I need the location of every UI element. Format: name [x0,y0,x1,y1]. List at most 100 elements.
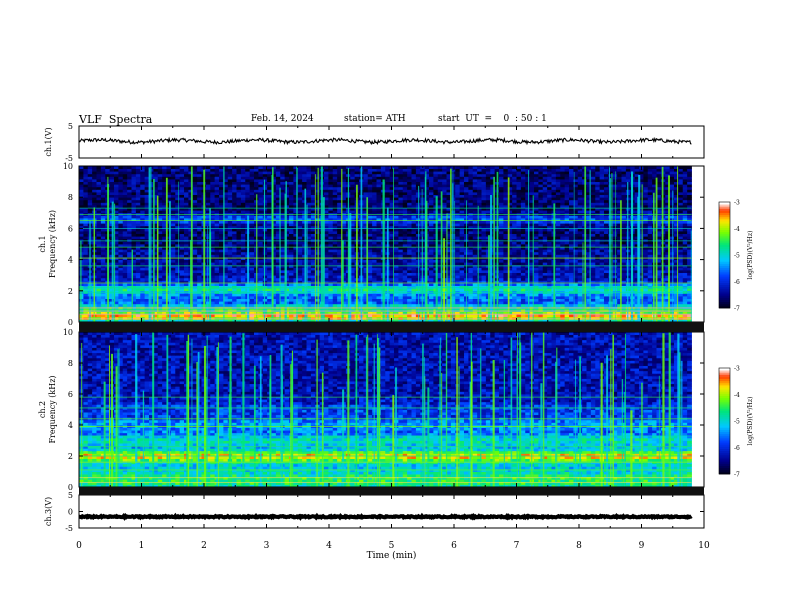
ch1-spec-cell [481,277,487,281]
ch1-spec-cell [674,277,679,281]
ch1-spec-cell [175,264,181,268]
ch1-spec-cell [372,241,377,245]
ch1-spec-cell [223,267,229,271]
ch1-spec-cell [455,283,461,286]
ch1-spec-cell [512,275,517,279]
ch1-spec-cell [639,241,644,245]
ch1-spec-cell [398,246,404,250]
ch1-spec-cell [236,251,242,255]
ch1-spec-cell [507,314,513,318]
ch1-spec-cell [363,280,369,284]
ch1-spec-cell [490,301,496,305]
ch1-spec-cell [564,309,570,312]
ch1-spec-cell [205,244,211,247]
ch1-spec-cell [407,303,412,307]
ch1-spec-cell [306,293,312,297]
ch1-spec-cell [293,231,299,234]
ch1-spec-cell [547,257,552,260]
ch1-spec-cell [341,309,347,312]
ch1-spec-cell [127,275,132,279]
ch1-spec-cell [297,275,303,279]
ch1-spec-cell [503,293,509,297]
ch1-spec-cell [520,251,526,255]
ch1-spec-cell [665,236,671,240]
ch1-spec-cell [621,316,627,320]
ch1-spec-cell [363,288,369,292]
ch1-spec-cell [446,280,452,284]
ch1-spec-cell [258,280,264,284]
ch1-spec-cell [604,236,609,240]
ch1-spec-cell [114,259,119,263]
ch1-spec-cell [481,303,487,307]
ch1-spec-cell [337,296,342,299]
ch1-spec-cell [240,277,246,281]
ch1-spec-cell [100,233,106,237]
ch1-spec-cell [240,301,246,305]
ch1-spec-cell [337,293,342,297]
ch1-spec-cell [140,231,146,234]
ch1-spec-cell [656,316,662,320]
ch1-spec-cell [590,283,596,286]
ch1-spec-cell [210,285,216,289]
ch1-spec-cell [599,283,605,286]
ch1-spec-cell [634,262,640,266]
ch1-spec-cell [529,267,535,271]
ch1-spec-cell [569,311,574,315]
ch1-spec-cell [205,311,211,315]
ch1-spec-cell [555,309,561,312]
ch1-spec-cell [367,251,373,255]
ch1-spec-cell [297,244,303,247]
ch1-spec-cell [175,228,181,232]
ch1-spec-cell [437,238,443,242]
ch1-spec-cell [205,283,211,286]
ch1-spec-cell [127,251,132,255]
ch1-spec-cell [569,264,574,268]
ch1-spec-cell [499,251,504,255]
ch1-spec-cell [179,280,185,284]
ch1-spec-cell [516,285,522,289]
ch1-spec-cell [503,246,509,250]
ch1-spec-cell [516,259,522,263]
ch1-spec-cell [542,257,548,260]
ch1-spec-cell [240,285,246,289]
ch1-spec-cell [135,259,141,263]
ch1-spec-cell [153,298,159,302]
ch1-spec-cell [490,303,496,307]
ch1-spec-cell [275,251,281,255]
ch1-spec-cell [79,233,84,237]
ch1-spec-cell [503,280,509,284]
ch1-spec-cell [376,231,382,234]
ch1-spec-cell [205,316,211,320]
ch1-spec-cell [214,236,220,240]
ch1-spec-cell [144,275,150,279]
ch1-spec-cell [205,249,211,253]
ch1-spec-cell [214,241,220,245]
ch1-spec-cell [389,233,395,237]
ch1-spec-cell [214,288,220,292]
ch1-spec-cell [455,280,461,284]
ch1-spec-cell [249,244,255,247]
ch1-spec-cell [656,272,662,276]
ch1-spec-cell [131,309,137,312]
ch1-spec-cell [100,293,106,297]
ch1-spec-cell [337,298,342,302]
ch1-spec-cell [162,231,167,234]
ch1-spec-cell [236,277,242,281]
ch1-spec-cell [617,254,622,258]
ch1-spec-cell [617,293,622,297]
ch1-spec-cell [499,277,504,281]
ch1-spec-cell [398,311,404,315]
ch1-spec-cell [100,249,106,253]
ch1-spec-cell [499,296,504,299]
ch1-spec-cell [647,288,653,292]
ch1-spec-cell [332,293,338,297]
ch1-spec-cell [372,288,377,292]
ch1-spec-cell [595,244,601,247]
ch1-spec-cell [289,272,294,276]
ch1-spec-cell [586,296,592,299]
ch1-spec-cell [232,241,237,245]
ch1-spec-cell [166,257,172,260]
ch1-spec-cell [166,311,172,315]
ch1-spec-cell [96,241,102,245]
ch1-spec-cell [293,285,299,289]
